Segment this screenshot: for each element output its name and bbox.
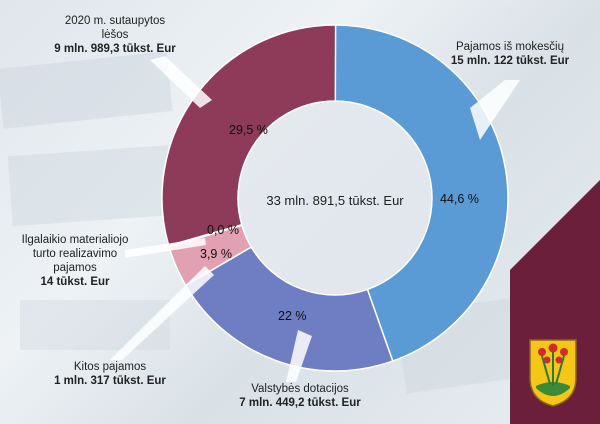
label-other-name: Kitos pajamos [73,361,147,373]
label-grants-amount: 7 mln. 449,2 tūkst. Eur [239,397,361,409]
municipality-crest [529,339,577,407]
pct-taxes: 44,6 % [440,192,479,206]
label-savings: 2020 m. sutaupytos lėšos 9 mln. 989,3 tū… [40,14,190,56]
label-taxes-amount: 15 mln. 122 tūkst. Eur [450,55,570,67]
slice-savings [161,24,337,247]
callout-savings [150,56,212,108]
donut-hole [239,102,431,294]
label-fixed-assets-line2: turto realizavimo [32,248,118,260]
pct-other: 3,9 % [200,247,232,261]
label-other: Kitos pajamos 1 mln. 317 tūkst. Eur [40,360,180,388]
label-savings-amount: 9 mln. 989,3 tūkst. Eur [54,43,176,55]
label-fixed-assets-line3: pajamos [53,262,97,274]
callout-fixed-assets [125,238,206,258]
label-taxes: Pajamos iš mokesčių 15 mln. 122 tūkst. E… [430,40,590,68]
label-fixed-assets-line1: Ilgalaikio materialiojo [21,234,129,246]
label-other-amount: 1 mln. 317 tūkst. Eur [54,375,166,387]
pct-savings: 29,5 % [229,123,268,137]
label-fixed-assets: Ilgalaikio materialiojo turto realizavim… [10,233,140,289]
slice-taxes [334,24,509,363]
pct-grants: 22 % [278,309,307,323]
label-savings-line2: lėšos [101,29,129,41]
label-taxes-name: Pajamos iš mokesčių [455,41,564,53]
callout-grants [286,330,312,382]
label-grants: Valstybės dotacijos 7 mln. 449,2 tūkst. … [210,382,390,410]
pct-fixed-assets: 0,0 % [207,223,239,237]
callout-taxes [470,80,520,140]
label-fixed-assets-amount: 14 tūkst. Eur [40,276,110,288]
label-grants-name: Valstybės dotacijos [251,383,349,395]
center-total: 33 mln. 891,5 tūkst. Eur [266,193,404,208]
label-savings-line1: 2020 m. sutaupytos [64,15,166,27]
callout-other [110,266,214,360]
